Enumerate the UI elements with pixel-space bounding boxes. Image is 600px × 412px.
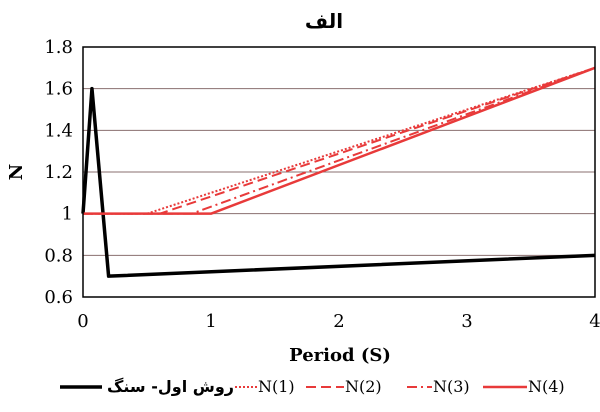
plot-frame	[82, 46, 596, 298]
series-line-1	[81, 86, 596, 278]
x-tick-label: 4	[589, 311, 600, 332]
series-layer	[81, 66, 596, 278]
x-tick-label: 1	[205, 311, 216, 332]
x-tick-label: 3	[461, 311, 472, 332]
x-tick-label: 0	[77, 311, 88, 332]
y-tick-label: 1.4	[44, 120, 73, 141]
ticks: 0.6 0.8 1 1.2 1.4 1.6 1.8 0 1 2 3 4	[44, 37, 600, 332]
legend-label-4: N(3)	[433, 377, 470, 396]
legend-label-3: N(2)	[345, 377, 382, 396]
y-tick-label: 1.2	[44, 162, 73, 183]
series-line-3	[83, 66, 596, 215]
y-tick-label: 1	[62, 204, 73, 225]
y-tick-label: 0.8	[44, 245, 73, 266]
series-line-5	[83, 66, 596, 215]
x-tick-label: 2	[333, 311, 344, 332]
y-tick-label: 1.6	[44, 79, 73, 100]
chart-title: الف	[305, 9, 343, 33]
series-line-2	[83, 66, 596, 215]
x-axis-label: Period (S)	[289, 345, 391, 366]
legend-label-5: N(4)	[528, 377, 565, 396]
legend-label-2: N(1)	[258, 377, 295, 396]
legend: روش اول- سنگ N(1) N(2) N(3) N(4)	[60, 377, 565, 396]
legend-label-1: روش اول- سنگ	[107, 377, 234, 396]
series-line-4	[83, 66, 596, 215]
y-tick-label: 0.6	[44, 287, 73, 308]
y-axis-label: N	[6, 164, 27, 180]
y-tick-label: 1.8	[44, 37, 73, 58]
